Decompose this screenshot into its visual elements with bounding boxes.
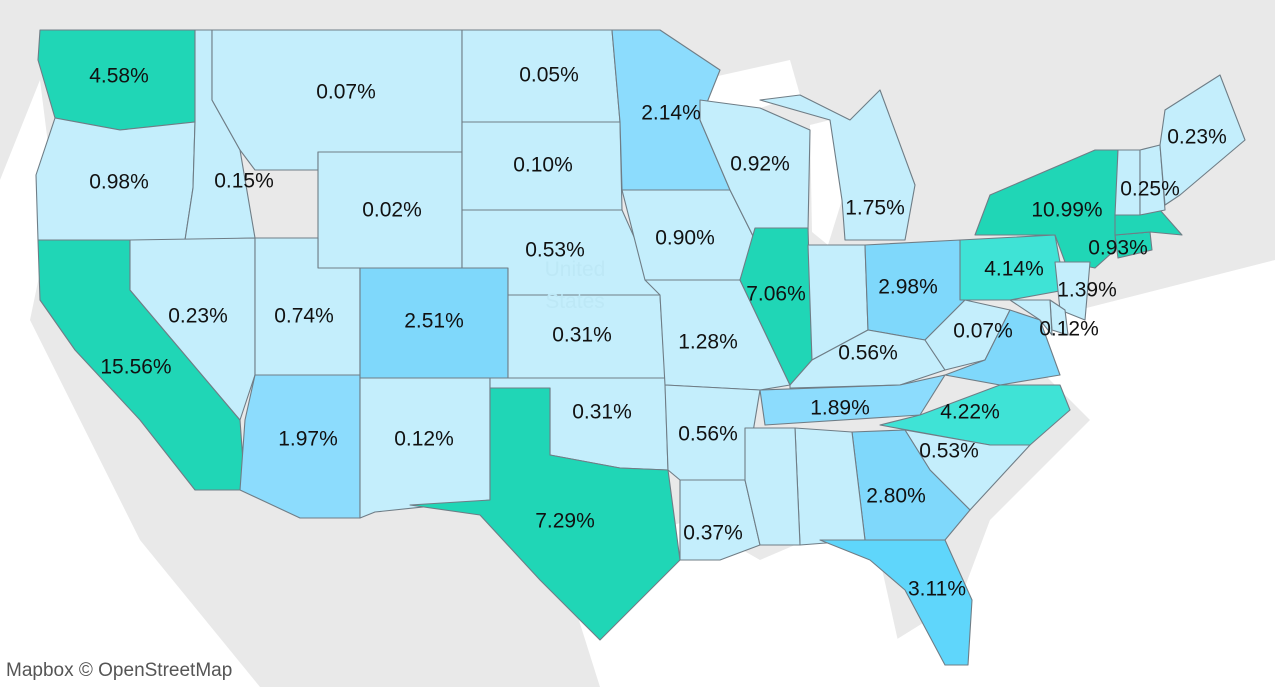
state-NH[interactable] (1139, 144, 1166, 216)
state-LA[interactable] (679, 479, 761, 561)
label-NJ: 1.39% (1057, 279, 1117, 302)
label-NY: 10.99% (1031, 199, 1102, 222)
label-ME: 0.23% (1167, 126, 1227, 149)
lake-superior (700, 60, 800, 108)
label-GA: 2.80% (866, 485, 926, 508)
label-SC: 0.53% (919, 440, 979, 463)
label-KS: 0.31% (552, 324, 612, 347)
label-NM: 0.12% (394, 428, 454, 451)
label-ID: 0.15% (214, 170, 274, 193)
label-WY: 0.02% (362, 199, 422, 222)
label-AR: 0.56% (678, 423, 738, 446)
label-NE: 0.53% (525, 239, 585, 262)
label-WI: 0.92% (730, 153, 790, 176)
label-TN: 1.89% (810, 397, 870, 420)
state-PA[interactable] (959, 234, 1066, 301)
label-PA: 4.14% (984, 258, 1044, 281)
label-CO: 2.51% (404, 310, 464, 333)
label-WV: 0.07% (953, 320, 1013, 343)
label-MO: 1.28% (678, 331, 738, 354)
label-DE: 0.12% (1039, 318, 1099, 341)
label-CA: 15.56% (100, 356, 171, 379)
lake-michigan (810, 120, 842, 245)
label-NC: 4.22% (940, 401, 1000, 424)
label-OH: 2.98% (878, 276, 938, 299)
map-attribution[interactable]: Mapbox © OpenStreetMap (6, 660, 233, 681)
label-IA: 0.90% (655, 227, 715, 250)
atlantic-ocean (820, 260, 1275, 687)
country-label-line2: States (545, 290, 605, 313)
label-OR: 0.98% (89, 171, 149, 194)
state-MS[interactable] (744, 427, 801, 546)
label-NH: 0.25% (1120, 178, 1180, 201)
state-MD[interactable] (1009, 299, 1053, 336)
state-FL[interactable] (819, 539, 973, 666)
state-TN[interactable] (759, 374, 946, 426)
label-MI: 1.75% (845, 197, 905, 220)
label-WA: 4.58% (89, 65, 149, 88)
label-TX: 7.29% (535, 510, 595, 533)
label-UT: 0.74% (274, 305, 334, 328)
states-layer (35, 29, 1246, 666)
label-OK: 0.31% (572, 401, 632, 424)
label-LA: 0.37% (683, 522, 743, 545)
state-NV[interactable] (129, 237, 256, 421)
label-AZ: 1.97% (278, 428, 338, 451)
label-SD: 0.10% (513, 154, 573, 177)
country-label-line1: United (545, 258, 606, 281)
label-FL: 3.11% (908, 578, 966, 601)
value-labels: 4.58% 0.98% 15.56% 0.15% 0.23% 0.07% 0.0… (89, 64, 1227, 601)
label-ND: 0.05% (519, 64, 579, 87)
state-ME[interactable] (1159, 74, 1246, 206)
state-TX[interactable] (409, 387, 681, 641)
state-NJ[interactable] (1054, 261, 1091, 321)
label-MA: 0.93% (1088, 237, 1148, 260)
label-MT: 0.07% (316, 81, 376, 104)
label-NV: 0.23% (168, 305, 228, 328)
label-MN: 2.14% (641, 102, 701, 125)
state-MI[interactable] (759, 89, 916, 241)
pacific-ocean (0, 80, 260, 687)
label-IL: 7.06% (746, 283, 806, 306)
state-NY[interactable] (974, 149, 1119, 269)
label-KY: 0.56% (838, 342, 898, 365)
